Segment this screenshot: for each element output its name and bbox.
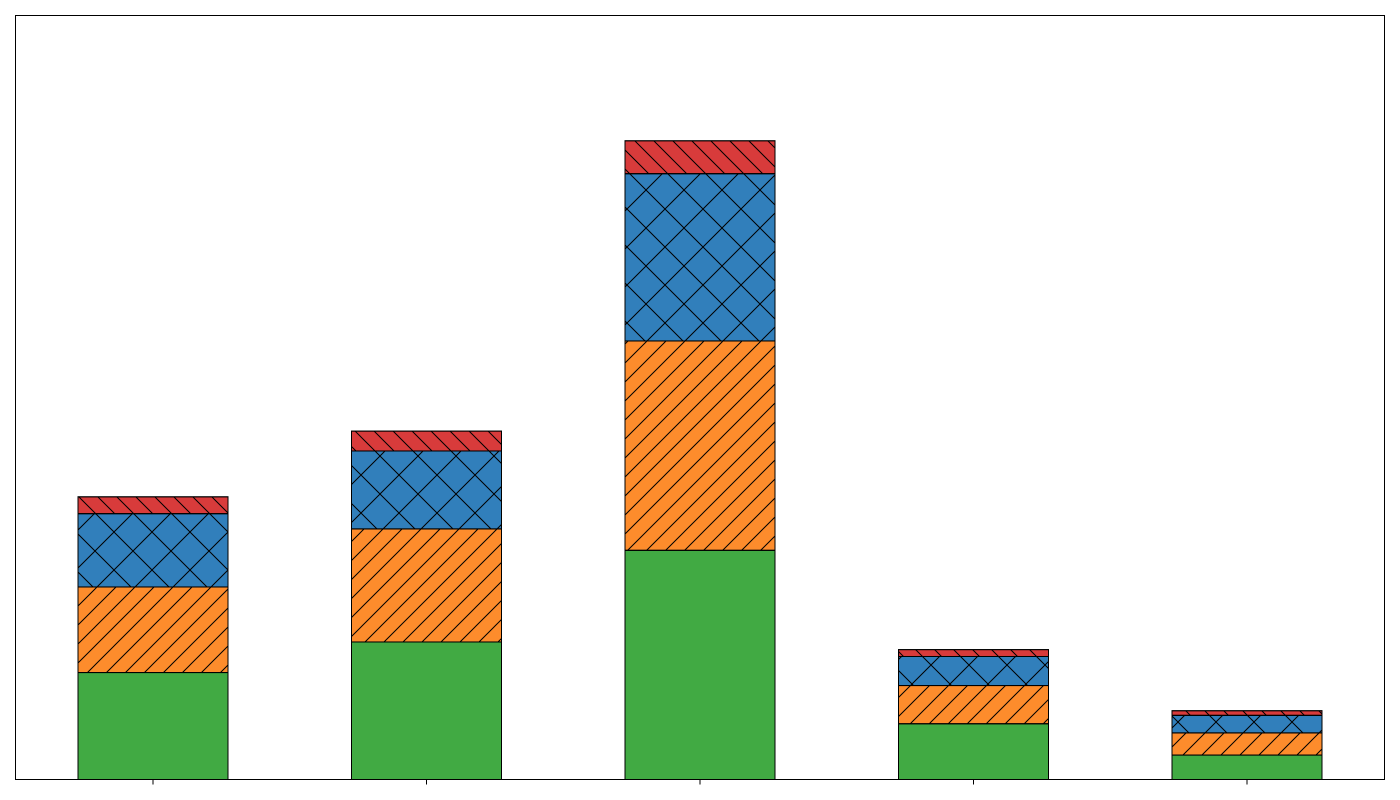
bar-hatch-4-1 <box>1171 732 1323 756</box>
bar-segment-3-1 <box>898 685 1049 725</box>
bar-segment-2-1 <box>624 340 776 551</box>
bar-hatch-4-2 <box>1171 714 1323 734</box>
bar-segment-4-1 <box>1171 732 1323 756</box>
bar-hatch-1-2 <box>351 450 502 530</box>
bar-hatch-0-2 <box>77 513 229 588</box>
bar-hatch-3-3 <box>898 649 1049 657</box>
bar-segment-4-2 <box>1171 714 1323 734</box>
bars-layer <box>77 140 1323 781</box>
bar-fill-3-0 <box>898 723 1049 781</box>
bar-segment-0-1 <box>77 586 229 674</box>
bar-fill-4-0 <box>1171 754 1323 781</box>
bar-hatch-4-3 <box>1171 710 1323 716</box>
bar-hatch-1-1 <box>351 528 502 643</box>
bar-fill-2-0 <box>624 549 776 780</box>
bar-segment-1-3 <box>351 430 502 452</box>
bar-fill-0-0 <box>77 672 229 780</box>
bar-hatch-2-1 <box>624 340 776 551</box>
bar-fill-1-0 <box>351 641 502 780</box>
bar-segment-2-0 <box>624 549 776 780</box>
bar-segment-1-1 <box>351 528 502 643</box>
bar-hatch-0-1 <box>77 586 229 674</box>
bar-hatch-2-2 <box>624 173 776 342</box>
bar-hatch-1-3 <box>351 430 502 452</box>
bar-segment-2-2 <box>624 173 776 342</box>
plot-area-frame <box>15 15 1385 780</box>
bar-segment-1-0 <box>351 641 502 780</box>
bar-hatch-2-3 <box>624 140 776 175</box>
bar-segment-2-3 <box>624 140 776 175</box>
x-ticks <box>152 779 1248 785</box>
bar-segment-0-2 <box>77 513 229 588</box>
bar-segment-4-3 <box>1171 710 1323 716</box>
bar-segment-3-2 <box>898 655 1049 687</box>
bar-segment-0-3 <box>77 496 229 515</box>
bar-segment-0-0 <box>77 672 229 780</box>
bar-hatch-3-2 <box>898 655 1049 687</box>
bar-hatch-3-1 <box>898 685 1049 725</box>
bar-segment-4-0 <box>1171 754 1323 781</box>
bar-hatch-0-3 <box>77 496 229 515</box>
bar-segment-1-2 <box>351 450 502 530</box>
bar-segment-3-0 <box>898 723 1049 781</box>
bar-segment-3-3 <box>898 649 1049 657</box>
